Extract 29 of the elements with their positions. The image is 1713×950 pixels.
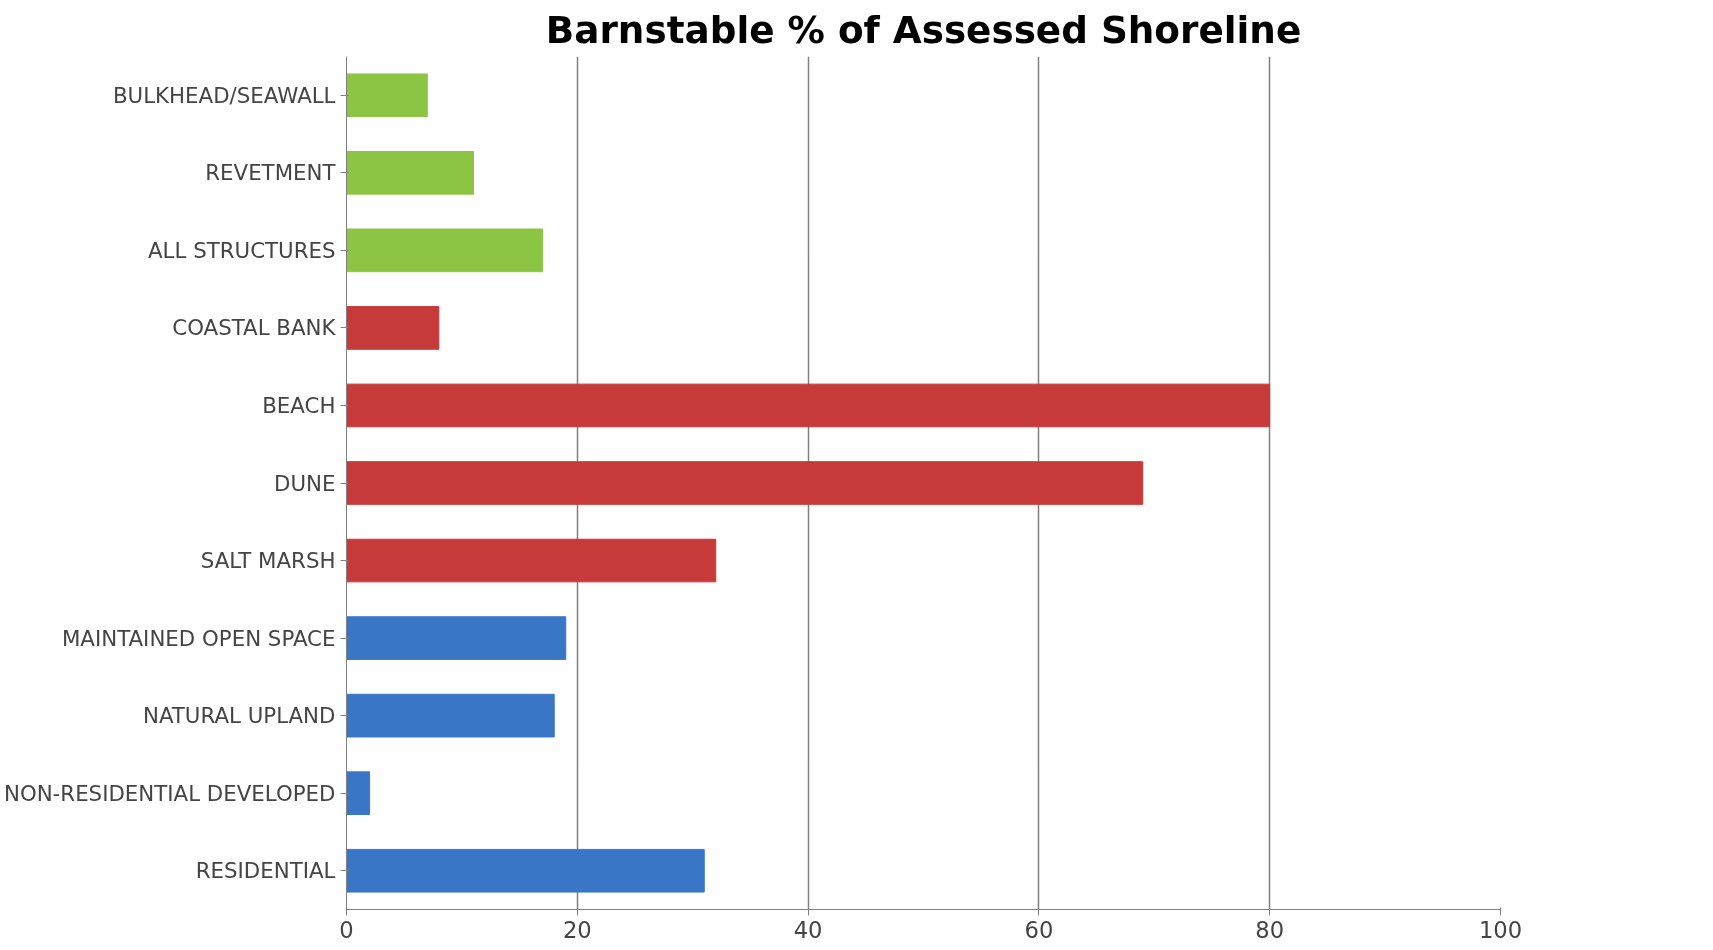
bar — [346, 848, 705, 893]
bar — [346, 538, 717, 583]
x-tick-label: 40 — [793, 916, 823, 943]
y-tick-label: DUNE — [274, 470, 336, 496]
bar — [346, 228, 544, 273]
bar — [346, 461, 1144, 505]
bar — [346, 73, 428, 118]
chart-title: Barnstable % of Assessed Shoreline — [545, 7, 1302, 52]
bar — [346, 383, 1271, 428]
y-tick-label: BULKHEAD/SEAWALL — [112, 82, 336, 108]
bar — [346, 771, 371, 816]
y-tick-label: MAINTAINED OPEN SPACE — [61, 625, 336, 651]
y-tick-label: SALT MARSH — [200, 548, 336, 574]
x-tick-label: 80 — [1255, 916, 1285, 943]
bar — [346, 306, 440, 350]
y-tick-label: BEACH — [262, 392, 336, 418]
bar — [346, 693, 555, 738]
y-tick-label: RESIDENTIAL — [195, 858, 336, 884]
bar — [346, 150, 474, 195]
x-tick-label: 20 — [562, 916, 592, 943]
x-tick-label: 60 — [1024, 916, 1054, 943]
x-tick-label: 0 — [339, 916, 354, 943]
y-tick-label: COASTAL BANK — [172, 315, 337, 341]
y-tick-label: REVETMENT — [205, 160, 337, 186]
x-tick-label: 100 — [1478, 916, 1523, 943]
y-tick-label: NATURAL UPLAND — [142, 703, 336, 729]
bar — [346, 616, 567, 660]
y-tick-label: NON-RESIDENTIAL DEVELOPED — [3, 780, 336, 806]
y-tick-label: ALL STRUCTURES — [148, 237, 336, 263]
